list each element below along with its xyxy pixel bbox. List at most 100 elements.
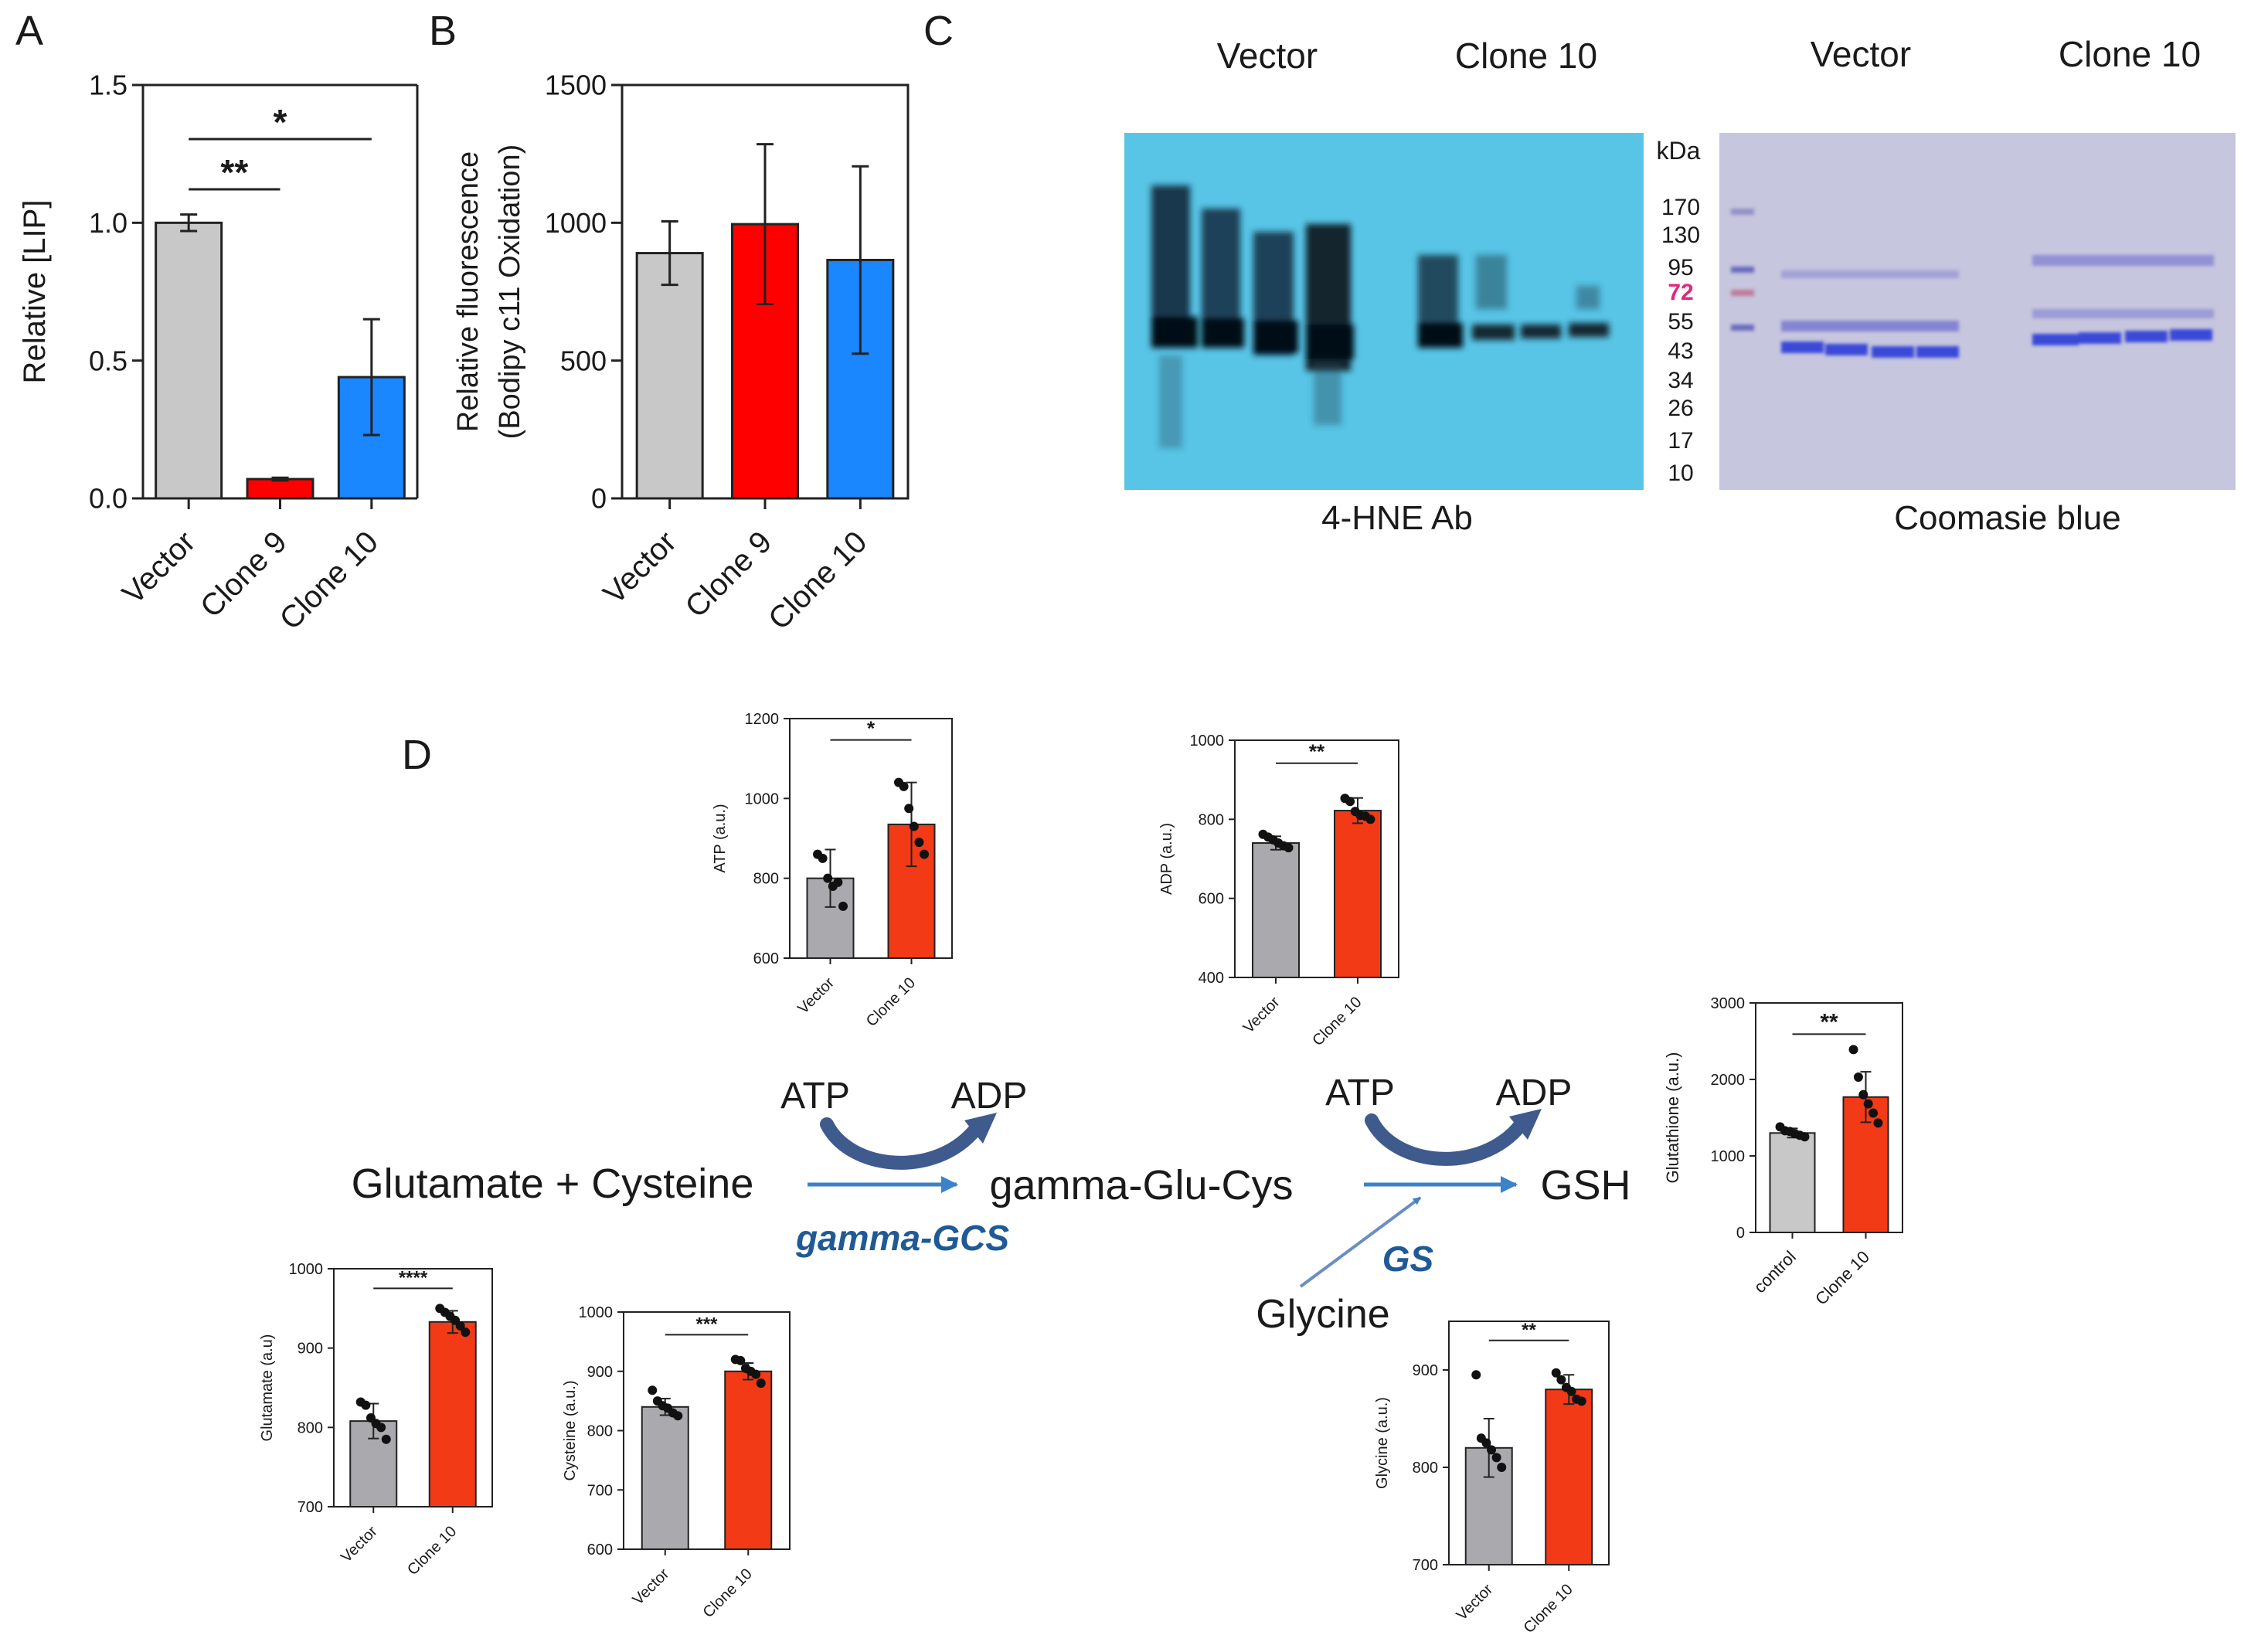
data-point [1481, 1438, 1491, 1448]
plot-frame [1234, 739, 1399, 978]
data-point [648, 1385, 658, 1395]
bar-clone-10 [1334, 810, 1382, 978]
data-point [1800, 1132, 1810, 1142]
significance-label: *** [695, 1314, 718, 1334]
y-axis-label: Relative [LIP] [18, 200, 52, 384]
data-point [1566, 1386, 1576, 1396]
y-tick-label: 700 [587, 1482, 613, 1499]
significance-label: * [274, 102, 287, 142]
x-tick-label: Vector [1240, 994, 1284, 1037]
y-tick-label: 1000 [289, 1261, 324, 1278]
bar-clone-10 [428, 1321, 477, 1508]
y-tick-label: 900 [587, 1364, 613, 1381]
chart-adp: 400 600 800 1000 ADP (a.u.) Vector Clone 10 ** [1158, 733, 1399, 1049]
plot-frame [1755, 1002, 1903, 1233]
y-tick-label: 1000 [745, 790, 780, 807]
y-axis-label: ADP (a.u.) [1158, 823, 1175, 895]
y-tick-label: 400 [1199, 970, 1224, 987]
y-tick-label: 3000 [1711, 995, 1746, 1012]
blot-caption-4hne: 4-HNE Ab [1321, 499, 1473, 537]
data-point [914, 838, 924, 848]
data-point [1848, 1045, 1858, 1055]
data-point [1863, 1099, 1873, 1109]
x-tick-label: Vector [794, 974, 838, 1018]
x-tick-label: Vector [116, 525, 202, 610]
panel-label-b: B [429, 8, 457, 54]
x-tick-label: Clone 10 [274, 525, 385, 636]
data-point [1873, 1118, 1883, 1128]
y-axis-label: Relative fluorescence [452, 151, 485, 432]
pathway-substrates: Glutamate + Cysteine [352, 1161, 754, 1207]
x-tick-label: Clone 10 [1521, 1581, 1576, 1637]
significance-label: **** [399, 1267, 428, 1288]
data-point [1853, 1072, 1863, 1083]
data-point [1284, 843, 1294, 853]
y-tick-label: 500 [560, 345, 607, 376]
data-point [909, 821, 919, 831]
x-tick-label: Vector [597, 525, 683, 610]
data-point [361, 1400, 371, 1410]
y-axis-label: Glycine (a.u.) [1374, 1397, 1391, 1489]
bar-clone-9 [246, 478, 315, 500]
y-tick-label: 900 [1413, 1362, 1438, 1379]
data-point [838, 901, 848, 911]
significance-label: ** [1309, 740, 1325, 763]
cofactor-arrowhead-2 [1509, 1109, 1542, 1140]
bar-clone-10 [1545, 1389, 1593, 1565]
data-point [376, 1423, 386, 1433]
data-point [1345, 797, 1355, 807]
chart-glutathione: 0 1000 2000 3000 Glutathione (a.u.) control Cl… [1663, 995, 1903, 1309]
x-tick-label: control [1750, 1247, 1800, 1297]
y-tick-label: 700 [298, 1499, 323, 1516]
pathway-atp-2: ATP [1325, 1072, 1395, 1113]
y-tick-label: 600 [753, 950, 779, 967]
x-tick-label: Clone 10 [762, 525, 873, 636]
y-tick-label: 600 [1199, 891, 1224, 908]
marker-26: 26 [1668, 396, 1693, 421]
bar-vector [641, 1406, 689, 1551]
data-point [833, 877, 843, 887]
bar-vector [1252, 842, 1300, 978]
marker-170: 170 [1661, 195, 1700, 220]
y-tick-label: 0.0 [89, 483, 128, 515]
y-tick-label: 1500 [545, 70, 607, 101]
marker-10: 10 [1668, 461, 1693, 486]
data-point [1491, 1453, 1501, 1463]
data-point [1487, 1445, 1497, 1455]
y-tick-label: 1.0 [89, 207, 128, 239]
data-point [756, 1378, 766, 1389]
data-point [1471, 1370, 1481, 1380]
marker-95: 95 [1668, 255, 1693, 280]
plot-frame [1448, 1321, 1610, 1565]
kda-label: kDa [1657, 137, 1701, 165]
y-tick-label: 600 [587, 1542, 613, 1559]
gel-bands [1731, 209, 2214, 358]
glycine-arrow [1299, 1196, 1422, 1288]
significance-label: ** [1522, 1320, 1536, 1341]
chart-glycine: 700 800 900 Glycine (a.u.) Vector Clone 10 ** [1374, 1320, 1610, 1637]
pathway-glycine: Glycine [1256, 1292, 1389, 1337]
y-tick-label: 800 [1413, 1460, 1438, 1477]
data-point [673, 1411, 683, 1421]
y-axis-label-2: (Bodipy c11 Oxidation) [494, 144, 526, 440]
significance-label: ** [220, 152, 248, 192]
x-tick-label: Clone 10 [700, 1565, 756, 1621]
y-tick-label: 1000 [545, 207, 607, 239]
pathway-atp-1: ATP [780, 1076, 850, 1117]
data-point [1858, 1089, 1868, 1100]
data-point [920, 849, 929, 859]
data-point [381, 1434, 391, 1444]
cofactor-arrowhead-1 [964, 1113, 997, 1144]
y-tick-label: 700 [1413, 1557, 1438, 1574]
chart-cysteine: 600 700 800 900 1000 Cysteine (a.u.) Vector Clo… [562, 1304, 791, 1621]
blot-title-clone10: Clone 10 [1455, 36, 1597, 76]
y-tick-label: 0 [591, 483, 607, 515]
data-point [818, 853, 828, 863]
y-tick-label: 800 [298, 1419, 323, 1436]
bar-control [1769, 1132, 1816, 1234]
marker-17: 17 [1668, 428, 1693, 454]
marker-34: 34 [1668, 368, 1693, 393]
y-tick-label: 800 [587, 1423, 613, 1440]
y-tick-label: 1000 [1190, 733, 1225, 750]
